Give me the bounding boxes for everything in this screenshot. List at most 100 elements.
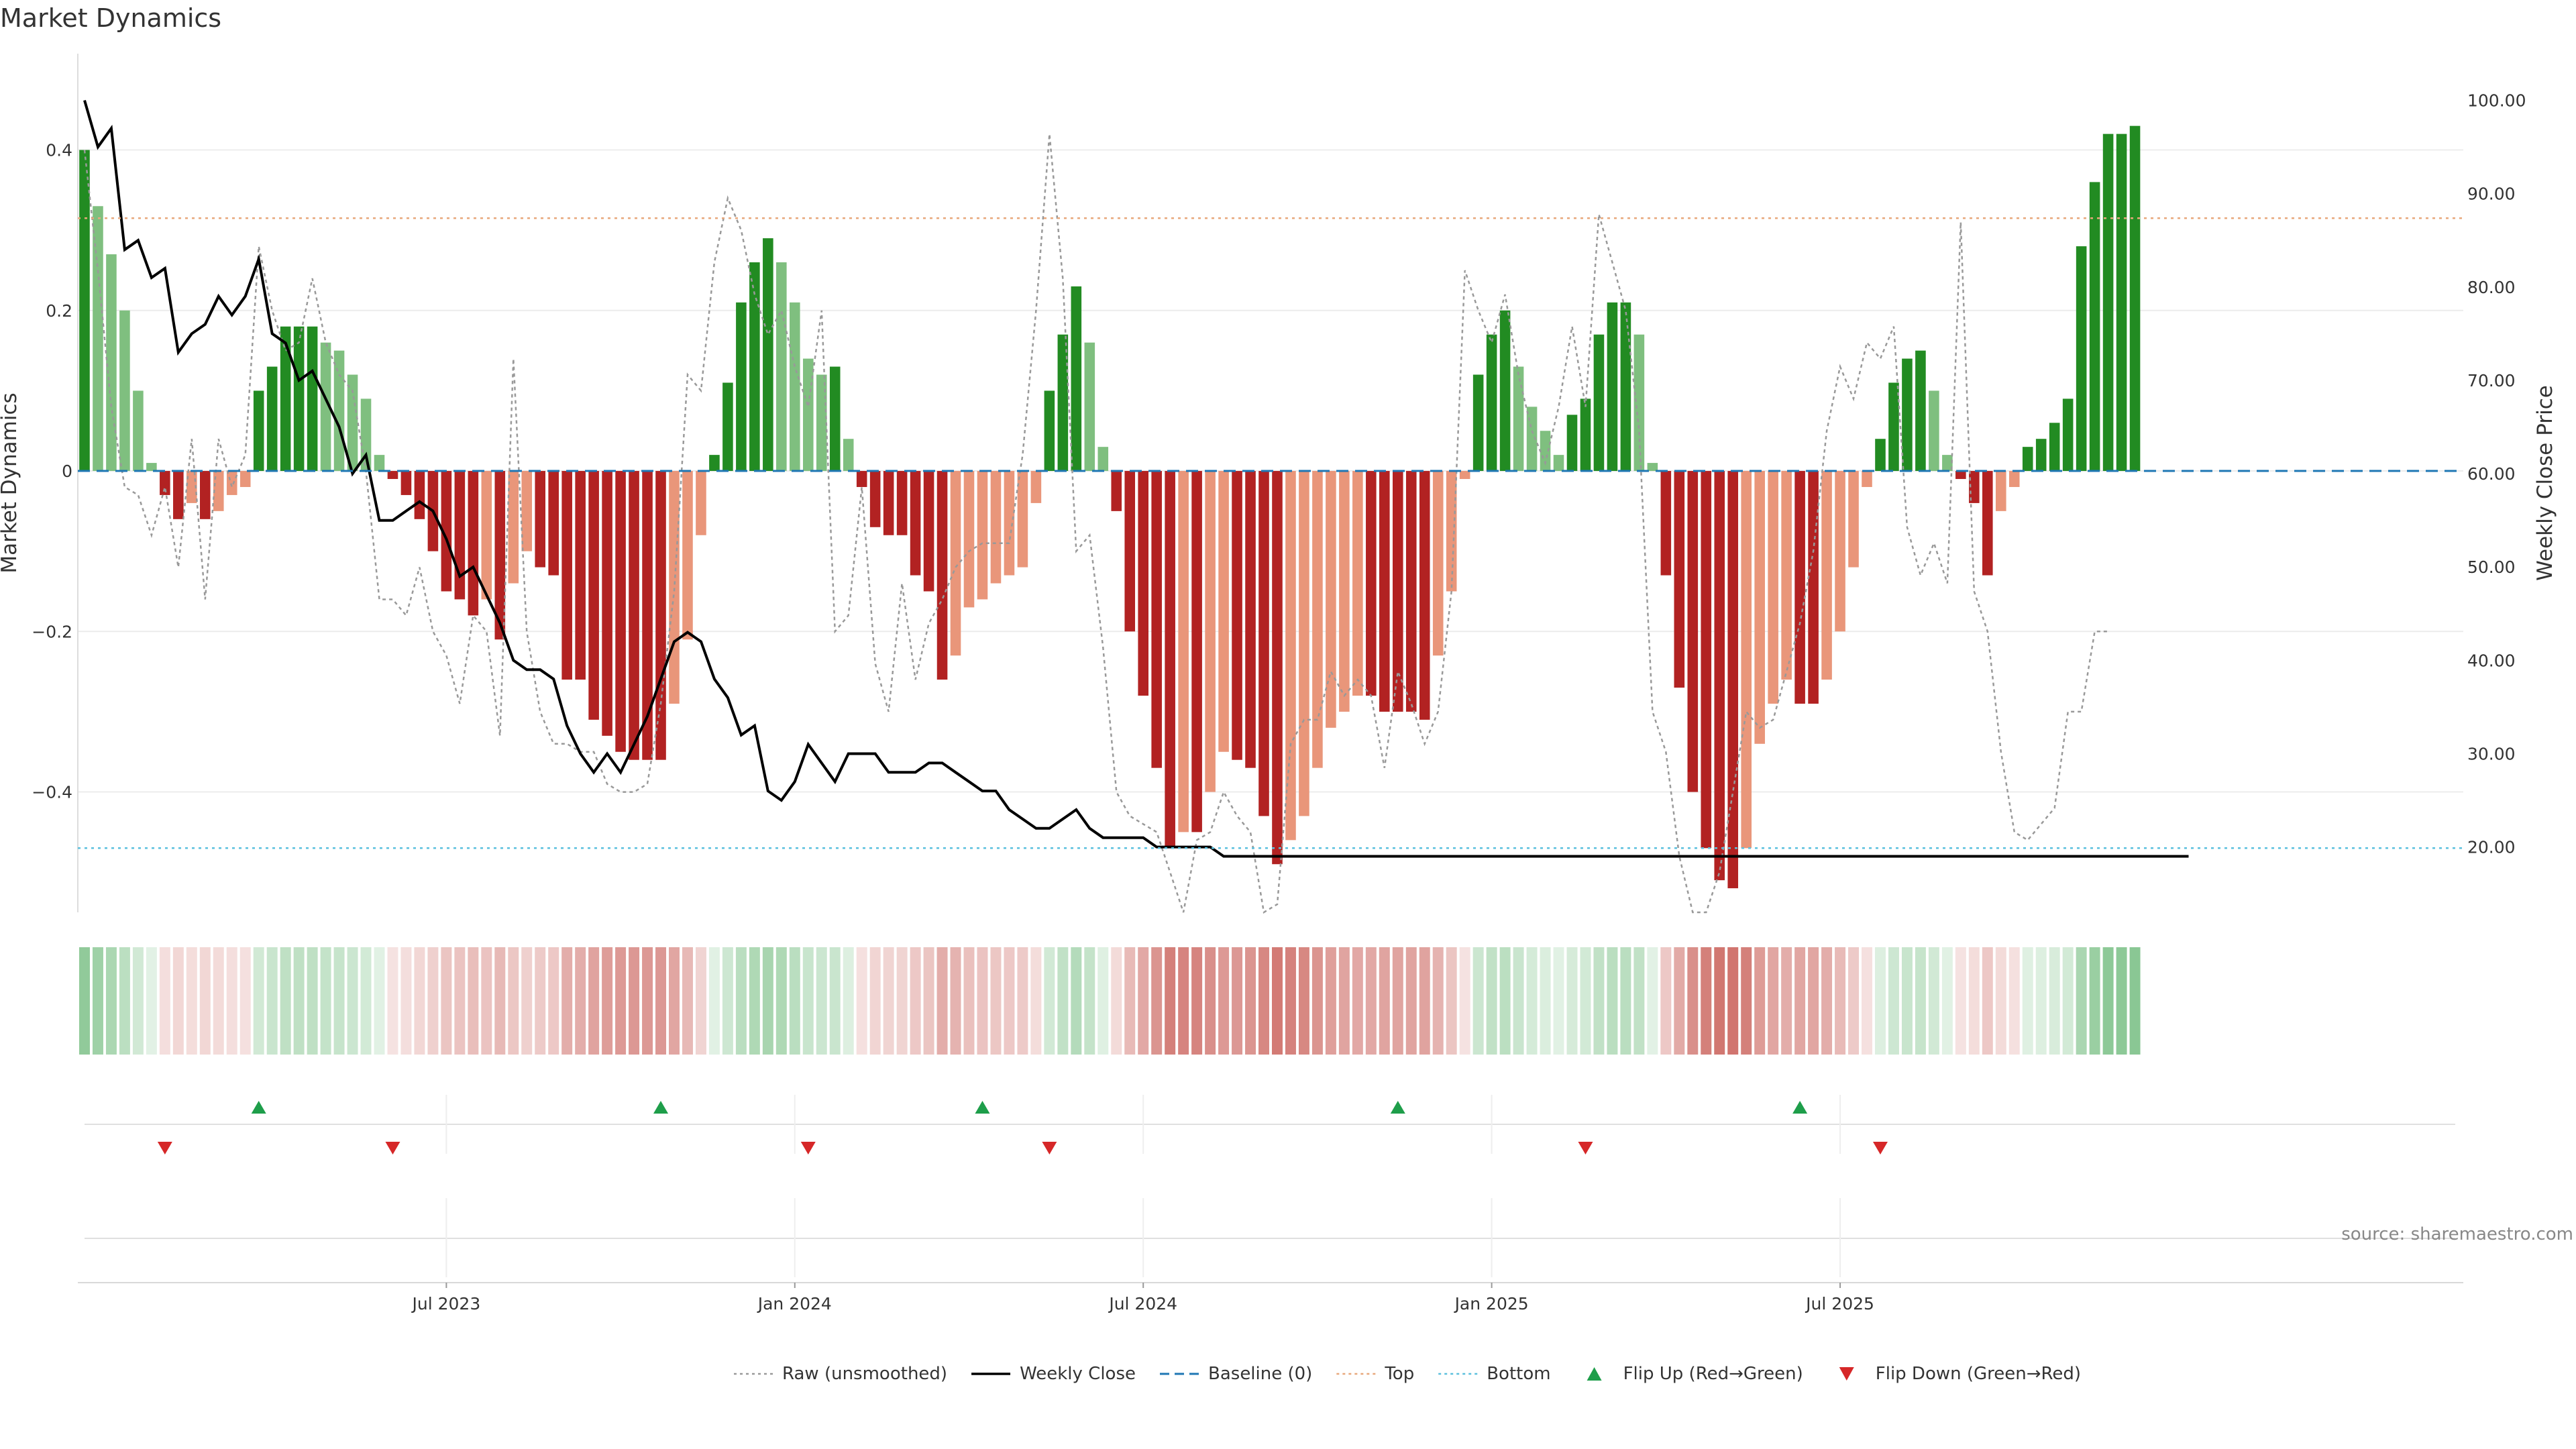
legend-label: Baseline (0) (1208, 1364, 1312, 1384)
bar (936, 471, 948, 680)
heat-cell (1432, 947, 1444, 1055)
legend-label: Weekly Close (1020, 1364, 1136, 1384)
bar (2129, 125, 2141, 472)
flip-down-marker (1872, 1142, 1888, 1155)
bar (239, 471, 251, 487)
heat-cell (1272, 947, 1283, 1055)
bar (1915, 350, 1926, 472)
series-lines (83, 100, 2189, 914)
heat-cell (708, 947, 720, 1055)
heat-cell (239, 947, 251, 1055)
bar (535, 471, 546, 568)
bar (749, 262, 760, 472)
bar (790, 302, 800, 472)
heat-cell (629, 947, 640, 1055)
bar (1660, 471, 1672, 576)
bar (1138, 471, 1149, 696)
right-tick-label: 30.00 (2467, 744, 2516, 763)
heat-cell (1446, 947, 1457, 1055)
heat-cell (2022, 947, 2033, 1055)
heat-cell (2129, 947, 2141, 1055)
x-tick-label: Jan 2024 (757, 1294, 832, 1313)
flip-up-marker (653, 1101, 669, 1114)
heat-cell (1781, 947, 1792, 1055)
bar (521, 471, 533, 551)
bar (1285, 471, 1296, 841)
chart-title: Market Dynamics (0, 3, 221, 33)
heat-cell (615, 947, 627, 1055)
bar (561, 471, 572, 680)
heat-cell (789, 947, 800, 1055)
bar (1781, 471, 1792, 680)
heat-cell (575, 947, 586, 1055)
heat-cell (1607, 947, 1618, 1055)
bar (293, 326, 305, 472)
bar (1205, 471, 1216, 792)
bar (1701, 471, 1712, 849)
heat-cell (1084, 947, 1095, 1055)
triangle-down-icon (1839, 1367, 1854, 1381)
heat-cell (1901, 947, 1913, 1055)
bar (843, 439, 854, 472)
bar (816, 374, 827, 472)
x-tick-label: Jan 2025 (1454, 1294, 1529, 1313)
heat-cell (910, 947, 921, 1055)
bar (1754, 471, 1765, 744)
x-axis-ticks: Jul 2023 Jan 2024 Jul 2024 Jan 2025 Jul 2025 (411, 1283, 1874, 1313)
heat-cell (293, 947, 305, 1055)
legend-item: Flip Down (Green→Red) (1839, 1364, 2081, 1384)
bar (1097, 447, 1109, 472)
bar (1004, 471, 1015, 576)
bar (1888, 382, 1899, 472)
flip-down-marker (1578, 1142, 1593, 1155)
heat-cell (213, 947, 224, 1055)
heat-cell (535, 947, 546, 1055)
bar (1392, 471, 1403, 712)
heat-cell (762, 947, 773, 1055)
heat-cell (1848, 947, 1860, 1055)
heat-cell (119, 947, 130, 1055)
bar (896, 471, 908, 535)
bar (1821, 471, 1832, 680)
bar (977, 471, 988, 600)
bar (1835, 471, 1845, 632)
heat-cell (132, 947, 144, 1055)
heat-cell (1768, 947, 1779, 1055)
bar (1299, 471, 1309, 816)
flip-down-marker (157, 1142, 172, 1155)
flip-markers-panel (78, 1095, 2463, 1283)
bar (333, 350, 345, 472)
bar (682, 471, 693, 640)
bar (1902, 358, 1913, 472)
bar (374, 455, 385, 472)
heat-cell (468, 947, 479, 1055)
bar (1794, 471, 1805, 704)
bar (414, 471, 425, 519)
bar (1499, 310, 1511, 472)
heat-cell (1258, 947, 1269, 1055)
heat-cell (414, 947, 425, 1055)
bar (642, 471, 653, 760)
heat-cell (1647, 947, 1658, 1055)
x-tick-label: Jul 2025 (1805, 1294, 1874, 1313)
heat-cell (588, 947, 600, 1055)
heat-cell (950, 947, 961, 1055)
bar (1995, 471, 2006, 511)
right-tick-label: 70.00 (2467, 371, 2516, 390)
bar (696, 471, 706, 535)
heat-cell (1151, 947, 1163, 1055)
heat-cell (1553, 947, 1564, 1055)
bar (1674, 471, 1685, 688)
heat-cell (1915, 947, 1926, 1055)
bar (1540, 431, 1551, 472)
heat-cell (307, 947, 318, 1055)
heat-cell (1138, 947, 1149, 1055)
flip-down-marker (800, 1142, 816, 1155)
bar (1714, 471, 1725, 881)
source-label: source: sharemaestro.com (2341, 1224, 2573, 1244)
heat-cell (561, 947, 573, 1055)
bar (454, 471, 466, 600)
heat-cell (508, 947, 519, 1055)
bar (1620, 302, 1631, 472)
